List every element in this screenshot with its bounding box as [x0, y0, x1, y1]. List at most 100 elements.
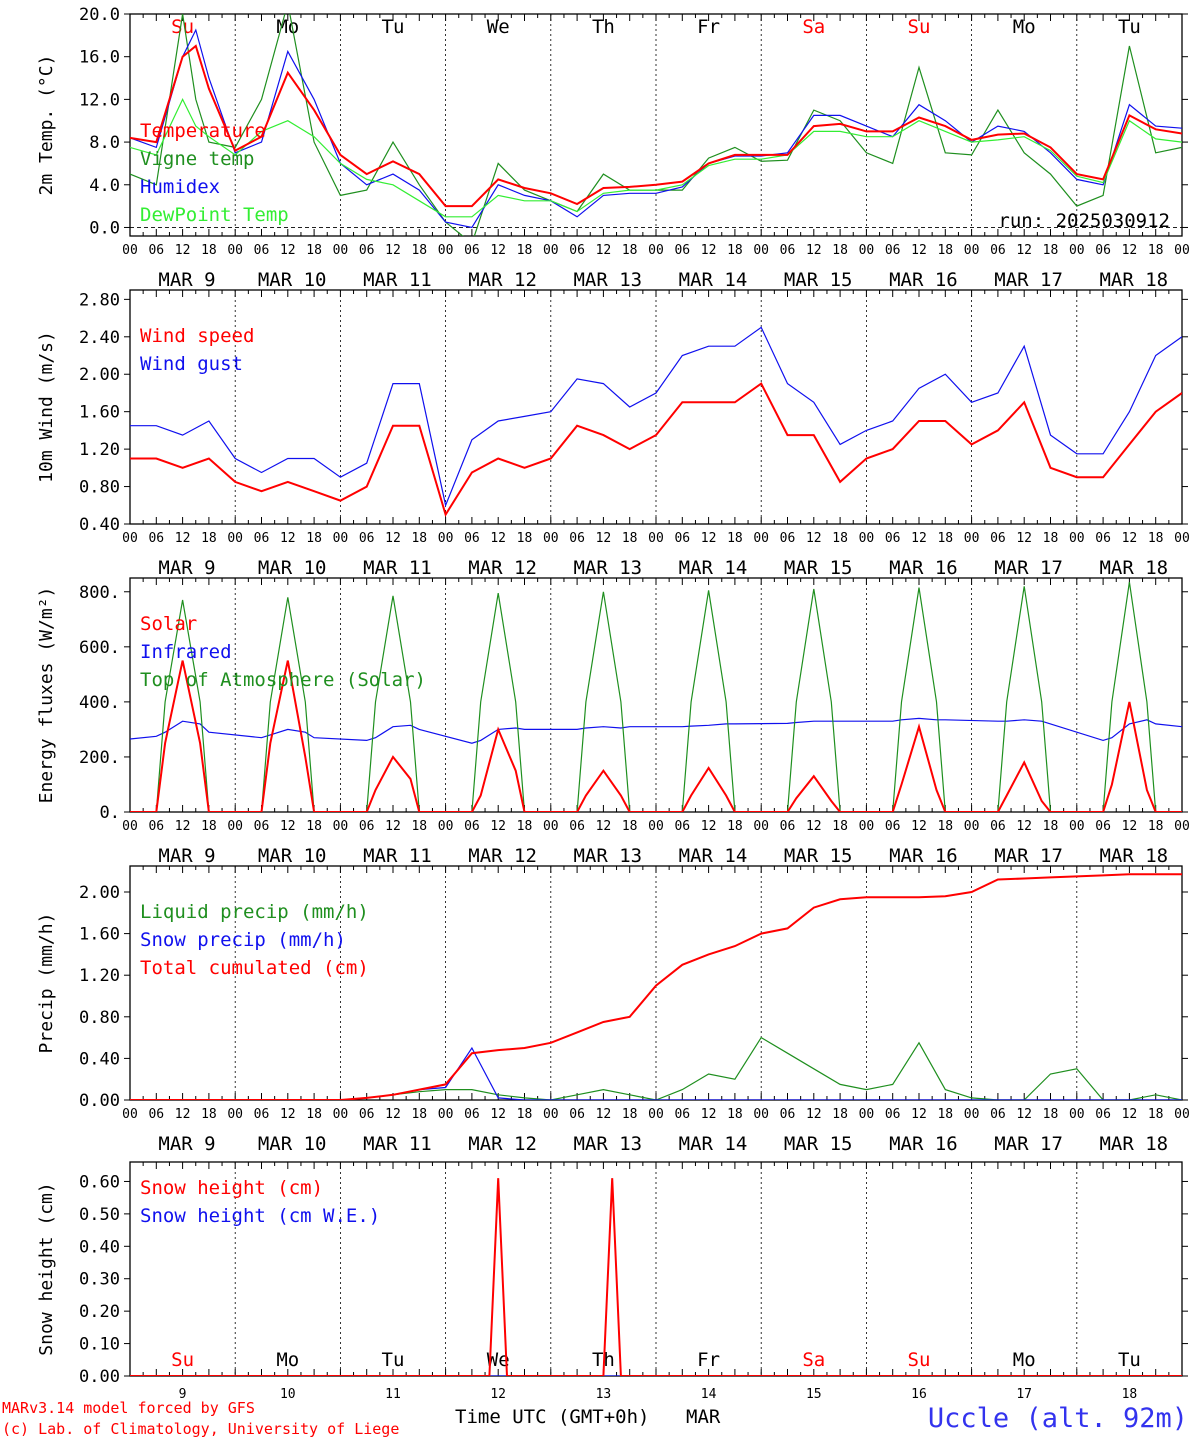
hour-label: 00 — [122, 531, 138, 546]
hour-label: 12 — [490, 819, 506, 834]
date-label: MAR 13 — [573, 557, 642, 579]
hour-label: 12 — [596, 819, 612, 834]
y-tick-label: 0.10 — [79, 1335, 120, 1355]
date-label: MAR 18 — [1099, 1133, 1168, 1155]
date-label: MAR 18 — [1099, 269, 1168, 291]
weekday-label: Su — [171, 16, 194, 38]
hour-label: 00 — [333, 531, 349, 546]
y-tick-label: 200. — [79, 748, 120, 768]
date-label: MAR 10 — [258, 1133, 327, 1155]
legend-entry: Wind gust — [140, 353, 243, 375]
hour-label: 00 — [964, 243, 980, 258]
chart-panel-5: 0.00 0.10 0.20 0.30 0.40 0.50 0.60 Snow height … — [36, 1161, 1188, 1402]
hour-label: 00 — [1069, 243, 1085, 258]
hour-label: 18 — [1148, 531, 1164, 546]
hour-label: 12 — [701, 1107, 717, 1122]
hour-label: 18 — [201, 819, 217, 834]
hour-label: 18 — [832, 819, 848, 834]
y-tick-label: 4.0 — [89, 176, 120, 196]
day-number-label: 17 — [1016, 1387, 1032, 1402]
y-tick-label: 2.00 — [79, 883, 120, 903]
day-number-label: 13 — [596, 1387, 612, 1402]
hour-label: 06 — [148, 243, 164, 258]
hour-label: 06 — [990, 819, 1006, 834]
hour-label: 06 — [464, 1107, 480, 1122]
date-label: MAR 9 — [158, 557, 215, 579]
hour-label: 00 — [122, 819, 138, 834]
hour-label: 12 — [1016, 531, 1032, 546]
hour-label: 12 — [911, 243, 927, 258]
hour-label: 00 — [753, 531, 769, 546]
hour-label: 18 — [201, 243, 217, 258]
hour-label: 06 — [674, 243, 690, 258]
hour-label: 18 — [622, 531, 638, 546]
hour-label: 06 — [254, 819, 270, 834]
date-label: MAR 14 — [679, 557, 748, 579]
hour-label: 12 — [1122, 531, 1138, 546]
hour-label: 12 — [701, 243, 717, 258]
hour-label: 12 — [701, 531, 717, 546]
hour-label: 18 — [727, 819, 743, 834]
y-tick-label: 0.40 — [79, 1049, 120, 1069]
hour-label: 06 — [885, 531, 901, 546]
hour-label: 06 — [359, 819, 375, 834]
hour-label: 06 — [359, 531, 375, 546]
hour-label: 00 — [333, 243, 349, 258]
hour-label: 12 — [911, 1107, 927, 1122]
series-line-infrared — [130, 717, 1182, 744]
hour-label: 06 — [990, 531, 1006, 546]
hour-label: 00 — [438, 531, 454, 546]
date-label: MAR 14 — [679, 269, 748, 291]
hour-label: 18 — [306, 531, 322, 546]
hour-label: 00 — [859, 243, 875, 258]
hour-label: 06 — [674, 531, 690, 546]
hour-label: 18 — [411, 1107, 427, 1122]
hour-label: 12 — [490, 243, 506, 258]
hour-label: 18 — [517, 531, 533, 546]
hour-label: 18 — [306, 243, 322, 258]
day-number-label: 9 — [179, 1387, 187, 1402]
hour-label: 06 — [464, 531, 480, 546]
hour-label: 00 — [753, 1107, 769, 1122]
hour-label: 12 — [911, 819, 927, 834]
hour-label: 06 — [1095, 1107, 1111, 1122]
hour-label: 18 — [1148, 819, 1164, 834]
hour-label: 12 — [175, 531, 191, 546]
hour-label: 18 — [411, 243, 427, 258]
series-line-top-of-atmosphere-solar- — [130, 582, 1182, 812]
hour-label: 18 — [1043, 531, 1059, 546]
date-label: MAR 17 — [994, 845, 1063, 867]
date-label: MAR 18 — [1099, 557, 1168, 579]
date-label: MAR 12 — [468, 1133, 537, 1155]
hour-label: 00 — [227, 531, 243, 546]
date-label: MAR 18 — [1099, 845, 1168, 867]
hour-label: 00 — [964, 1107, 980, 1122]
hour-label: 00 — [859, 531, 875, 546]
y-tick-label: 0.0 — [89, 218, 120, 238]
y-tick-label: 2.40 — [79, 328, 120, 348]
hour-label: 12 — [490, 531, 506, 546]
y-tick-label: 0.20 — [79, 1302, 120, 1322]
date-label: MAR 16 — [889, 557, 958, 579]
date-label: MAR 11 — [363, 557, 432, 579]
hour-label: 12 — [596, 531, 612, 546]
y-tick-label: 0.80 — [79, 1008, 120, 1028]
weekday-label: Sa — [802, 16, 825, 38]
hour-label: 06 — [254, 1107, 270, 1122]
hour-label: 00 — [753, 819, 769, 834]
legend-entry: Snow height (cm) — [140, 1177, 323, 1199]
footer-model-credit: MARv3.14 model forced by GFS — [2, 1399, 255, 1417]
weekday-label: We — [487, 16, 510, 38]
series-line-liquid-precip-mm-h- — [130, 1036, 1182, 1100]
y-tick-label: 1.60 — [79, 925, 120, 945]
hour-label: 12 — [596, 1107, 612, 1122]
hour-label: 18 — [411, 819, 427, 834]
hour-label: 00 — [859, 1107, 875, 1122]
y-tick-label: 0.40 — [79, 1237, 120, 1257]
weekday-label: Sa — [802, 1349, 825, 1371]
hour-label: 00 — [438, 1107, 454, 1122]
y-tick-label: 0. — [100, 803, 120, 823]
hour-label: 18 — [727, 243, 743, 258]
y-tick-label: 16.0 — [79, 48, 120, 68]
date-label: MAR 10 — [258, 269, 327, 291]
